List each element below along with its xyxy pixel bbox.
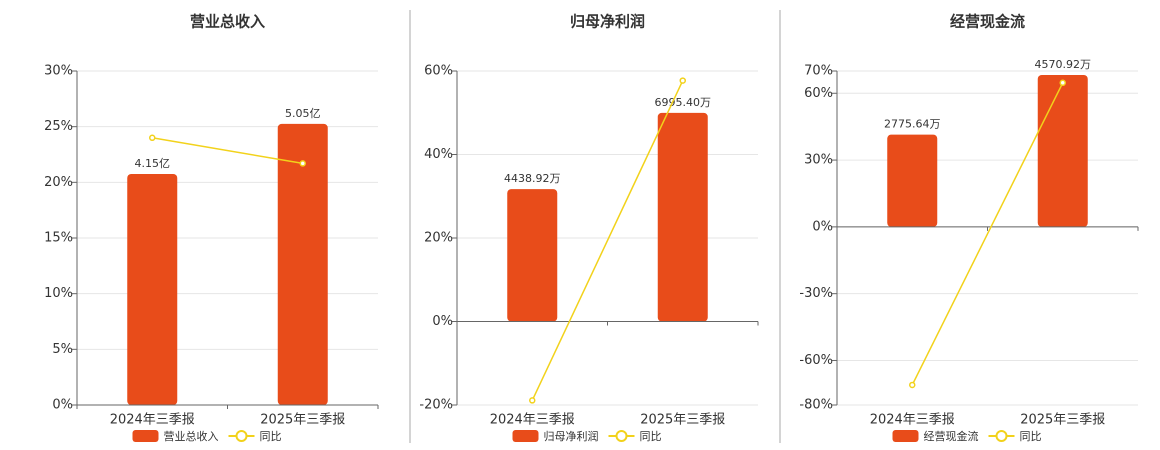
line-point xyxy=(1059,79,1066,87)
bar-label: 4438.92万 xyxy=(504,172,561,185)
y-tick-label: 0% xyxy=(432,314,453,329)
bar xyxy=(887,134,938,227)
legend-label: 营业总收入 xyxy=(164,429,219,443)
legend-swatch xyxy=(995,430,1008,442)
bar-label: 4.15亿 xyxy=(135,157,171,170)
line-point xyxy=(149,134,156,142)
bar-label: 2775.64万 xyxy=(884,118,941,131)
y-tick-label: 5% xyxy=(52,342,73,357)
x-tick-label: 2025年三季报 xyxy=(1020,413,1105,428)
line xyxy=(531,80,684,401)
bar-label: 4570.92万 xyxy=(1035,58,1092,71)
line xyxy=(152,137,303,165)
legend-label: 同比 xyxy=(260,430,282,443)
legend-label: 经营现金流 xyxy=(924,429,979,443)
y-tick-label: 0% xyxy=(52,398,73,413)
y-tick-label: 30% xyxy=(44,64,73,79)
legend-swatch xyxy=(132,430,159,442)
x-tick-label: 2024年三季报 xyxy=(870,413,955,428)
bar xyxy=(507,189,558,322)
legend-label: 归母净利润 xyxy=(544,429,599,443)
x-tick-label: 2025年三季报 xyxy=(260,413,345,428)
y-tick-label: 25% xyxy=(44,119,73,134)
y-tick-label: 40% xyxy=(424,147,453,162)
bar-label: 5.05亿 xyxy=(285,107,321,120)
legend-swatch xyxy=(615,430,628,442)
bar-label: 6995.40万 xyxy=(655,96,712,109)
legend-label: 同比 xyxy=(640,430,662,443)
y-tick-label: 60% xyxy=(424,64,453,79)
y-tick-label: 10% xyxy=(44,286,73,301)
bar xyxy=(277,123,328,405)
y-tick-label: 20% xyxy=(424,231,453,246)
chart-title: 营业总收入 xyxy=(190,13,265,31)
line xyxy=(911,82,1064,386)
y-tick-label: 30% xyxy=(804,153,833,168)
legend-swatch xyxy=(512,430,539,442)
bar xyxy=(657,112,708,322)
y-tick-label: -20% xyxy=(419,398,453,413)
chart-title: 归母净利润 xyxy=(570,13,645,31)
y-tick-label: -80% xyxy=(799,398,833,413)
line-point xyxy=(299,160,306,167)
y-tick-label: -60% xyxy=(799,353,833,368)
legend-label: 同比 xyxy=(1020,430,1042,443)
legend-swatch xyxy=(235,430,248,442)
y-tick-label: -30% xyxy=(799,286,833,301)
y-tick-label: 15% xyxy=(44,231,73,246)
y-tick-label: 70% xyxy=(804,64,833,79)
y-tick-label: 20% xyxy=(44,175,73,190)
x-tick-label: 2024年三季报 xyxy=(490,413,575,428)
y-tick-label: 60% xyxy=(804,86,833,101)
x-tick-label: 2025年三季报 xyxy=(640,413,725,428)
legend-swatch xyxy=(892,430,919,442)
x-tick-label: 2024年三季报 xyxy=(110,413,195,428)
line-point xyxy=(909,381,916,389)
chart-title: 经营现金流 xyxy=(950,13,1025,31)
line-point xyxy=(679,77,686,84)
line-point xyxy=(529,397,536,404)
y-tick-label: 0% xyxy=(812,219,833,234)
bar xyxy=(1037,74,1088,227)
bar xyxy=(127,173,178,405)
